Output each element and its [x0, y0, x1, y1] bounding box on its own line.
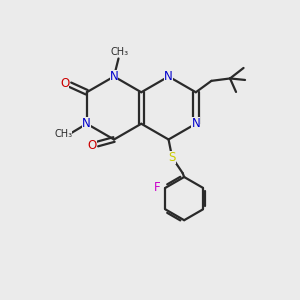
- Text: N: N: [191, 117, 200, 130]
- Text: CH₃: CH₃: [111, 47, 129, 57]
- Text: N: N: [82, 117, 91, 130]
- Text: O: O: [88, 139, 97, 152]
- Text: O: O: [60, 77, 69, 90]
- Text: F: F: [154, 181, 160, 194]
- Text: N: N: [164, 70, 173, 83]
- Text: CH₃: CH₃: [54, 129, 72, 139]
- Text: N: N: [110, 70, 118, 83]
- Text: S: S: [169, 151, 176, 164]
